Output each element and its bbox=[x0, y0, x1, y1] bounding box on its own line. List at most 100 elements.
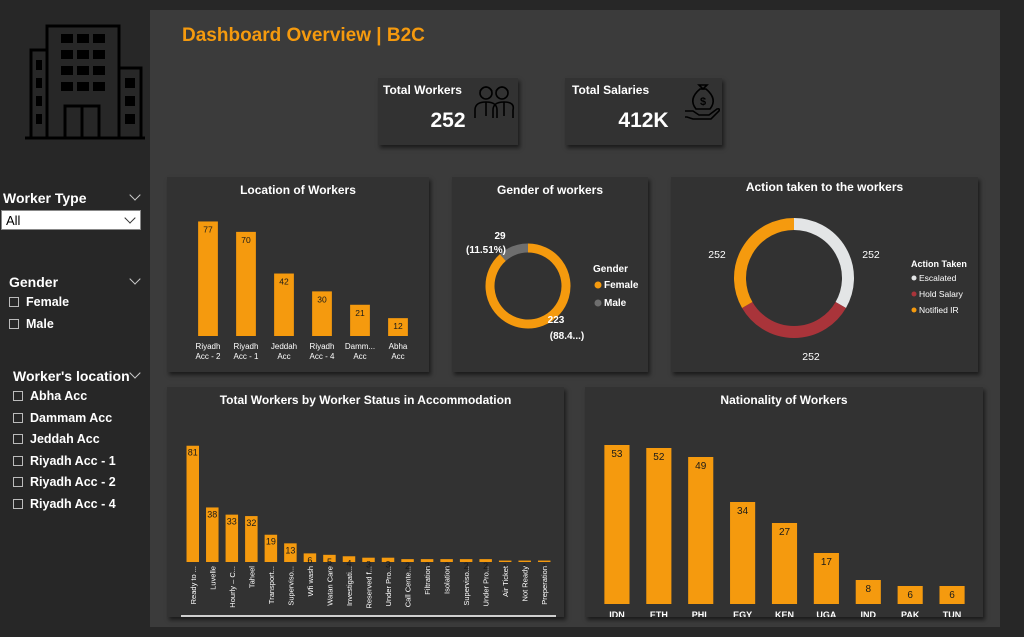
bar[interactable] bbox=[518, 560, 531, 562]
donut-slice[interactable] bbox=[793, 218, 854, 308]
data-label: 30 bbox=[317, 294, 327, 304]
legend-label[interactable]: Female bbox=[604, 280, 639, 291]
bar[interactable] bbox=[730, 502, 756, 604]
legend-label[interactable]: Escalated bbox=[919, 273, 957, 283]
checkbox[interactable] bbox=[9, 297, 19, 307]
kpi-label: Total Salaries bbox=[572, 83, 650, 97]
bar[interactable] bbox=[350, 304, 370, 336]
data-label: 38 bbox=[207, 509, 217, 519]
data-label: 34 bbox=[737, 506, 749, 517]
donut-slice[interactable] bbox=[742, 301, 846, 338]
chart-gender-card[interactable]: Gender of workers 29 (11.51%) 223 (88.4...)… bbox=[452, 177, 648, 372]
chart-title: Gender of workers bbox=[496, 183, 604, 197]
chart-location-card[interactable]: Location of Workers 77 Riyadh Acc - 2 70 Riy… bbox=[167, 177, 429, 372]
bar[interactable] bbox=[498, 560, 512, 562]
legend-title: Action Taken bbox=[911, 259, 967, 269]
gender-option-male[interactable]: Male bbox=[9, 315, 54, 333]
bar[interactable] bbox=[939, 586, 965, 604]
location-option-riyadh-2[interactable]: Riyadh Acc - 2 bbox=[13, 473, 116, 491]
bar[interactable] bbox=[604, 445, 630, 604]
bar[interactable] bbox=[264, 534, 278, 562]
location-option-label: Riyadh Acc - 1 bbox=[30, 454, 116, 468]
legend-label[interactable]: Male bbox=[604, 298, 627, 309]
bar[interactable] bbox=[420, 559, 434, 562]
tick-label: Acc - 2 bbox=[196, 352, 221, 361]
bar[interactable] bbox=[245, 516, 258, 562]
bar[interactable] bbox=[303, 553, 317, 562]
chevron-down-icon[interactable] bbox=[129, 367, 141, 379]
chart-nationality-card[interactable]: Nationality of Workers 53 IDN 52 ETH 49 PHL 34… bbox=[585, 387, 983, 617]
bar[interactable] bbox=[401, 559, 414, 562]
worker-type-selected: All bbox=[6, 213, 21, 228]
donut-slice[interactable] bbox=[485, 243, 571, 329]
checkbox[interactable] bbox=[13, 499, 23, 509]
bar[interactable] bbox=[537, 560, 551, 562]
data-label: 2 bbox=[483, 561, 488, 571]
bar[interactable] bbox=[362, 557, 375, 562]
location-option-riyadh-4[interactable]: Riyadh Acc - 4 bbox=[13, 495, 116, 513]
bar[interactable] bbox=[236, 231, 256, 336]
bar[interactable] bbox=[274, 273, 294, 336]
bar[interactable] bbox=[646, 448, 672, 604]
donut-slice[interactable] bbox=[499, 243, 529, 262]
bar[interactable] bbox=[771, 523, 798, 604]
kpi-label: Total Workers bbox=[383, 83, 462, 97]
tick-label: Watan Care bbox=[325, 566, 334, 606]
data-label: 6 bbox=[307, 555, 312, 565]
location-option-abha[interactable]: Abha Acc bbox=[13, 387, 87, 405]
tick-label: Investigati... bbox=[345, 566, 354, 606]
tick-label: Acc bbox=[277, 352, 290, 361]
dashboard-canvas: Dashboard Overview | B2C Total Workers 2… bbox=[150, 10, 1000, 627]
location-option-dammam[interactable]: Dammam Acc bbox=[13, 409, 112, 427]
data-label: 252 bbox=[802, 351, 820, 363]
bar[interactable] bbox=[284, 543, 297, 562]
bar[interactable] bbox=[186, 445, 200, 562]
bar[interactable] bbox=[198, 221, 218, 336]
tick-label: PHL bbox=[692, 610, 711, 617]
legend-label[interactable]: Notified IR bbox=[919, 305, 959, 315]
location-option-riyadh-1[interactable]: Riyadh Acc - 1 bbox=[13, 452, 116, 470]
chevron-down-icon[interactable] bbox=[129, 189, 141, 201]
bar[interactable] bbox=[855, 580, 881, 604]
chart-status-card[interactable]: Total Workers by Worker Status in Accomm… bbox=[167, 387, 564, 617]
bar[interactable] bbox=[312, 291, 332, 336]
checkbox[interactable] bbox=[13, 456, 23, 466]
checkbox[interactable] bbox=[13, 391, 23, 401]
gender-option-female[interactable]: Female bbox=[9, 293, 69, 311]
tick-label: Hourly – C... bbox=[228, 566, 237, 608]
chart-action-card[interactable]: Action taken to the workers 252 252 252 Act… bbox=[671, 177, 978, 372]
chart-title: Nationality of Workers bbox=[720, 393, 848, 407]
kpi-total-salaries[interactable]: Total Salaries 412K $ bbox=[565, 78, 722, 145]
data-label: 52 bbox=[653, 452, 665, 463]
checkbox[interactable] bbox=[9, 319, 19, 329]
kpi-total-workers[interactable]: Total Workers 252 bbox=[378, 78, 518, 145]
checkbox[interactable] bbox=[13, 477, 23, 487]
checkbox[interactable] bbox=[13, 434, 23, 444]
bar[interactable] bbox=[688, 457, 714, 604]
data-label: 13 bbox=[285, 545, 295, 555]
data-label: 32 bbox=[246, 518, 256, 528]
donut-slice[interactable] bbox=[734, 218, 795, 308]
bar[interactable] bbox=[206, 507, 219, 562]
bar[interactable] bbox=[897, 586, 923, 604]
gender-option-label: Female bbox=[26, 295, 70, 309]
legend-label[interactable]: Hold Salary bbox=[919, 289, 964, 299]
bar[interactable] bbox=[381, 557, 395, 562]
location-option-jeddah[interactable]: Jeddah Acc bbox=[13, 430, 100, 448]
bar[interactable] bbox=[440, 559, 453, 562]
tick-label: Taheel bbox=[247, 566, 256, 588]
bar[interactable] bbox=[813, 553, 839, 604]
bar[interactable] bbox=[479, 559, 492, 562]
gender-donut-chart: 29 (11.51%) 223 (88.4...) Gender Female Male bbox=[466, 231, 639, 342]
data-label: 1 bbox=[542, 563, 547, 573]
bar[interactable] bbox=[342, 556, 356, 562]
checkbox[interactable] bbox=[13, 413, 23, 423]
worker-type-dropdown[interactable]: All bbox=[1, 210, 141, 230]
chevron-down-icon[interactable] bbox=[129, 273, 141, 285]
bar[interactable] bbox=[459, 559, 473, 562]
tick-label: Under Pro... bbox=[384, 566, 393, 606]
data-label: (88.4...) bbox=[550, 331, 584, 342]
bar[interactable] bbox=[225, 514, 239, 562]
bar[interactable] bbox=[323, 554, 336, 562]
bar[interactable] bbox=[388, 318, 408, 336]
